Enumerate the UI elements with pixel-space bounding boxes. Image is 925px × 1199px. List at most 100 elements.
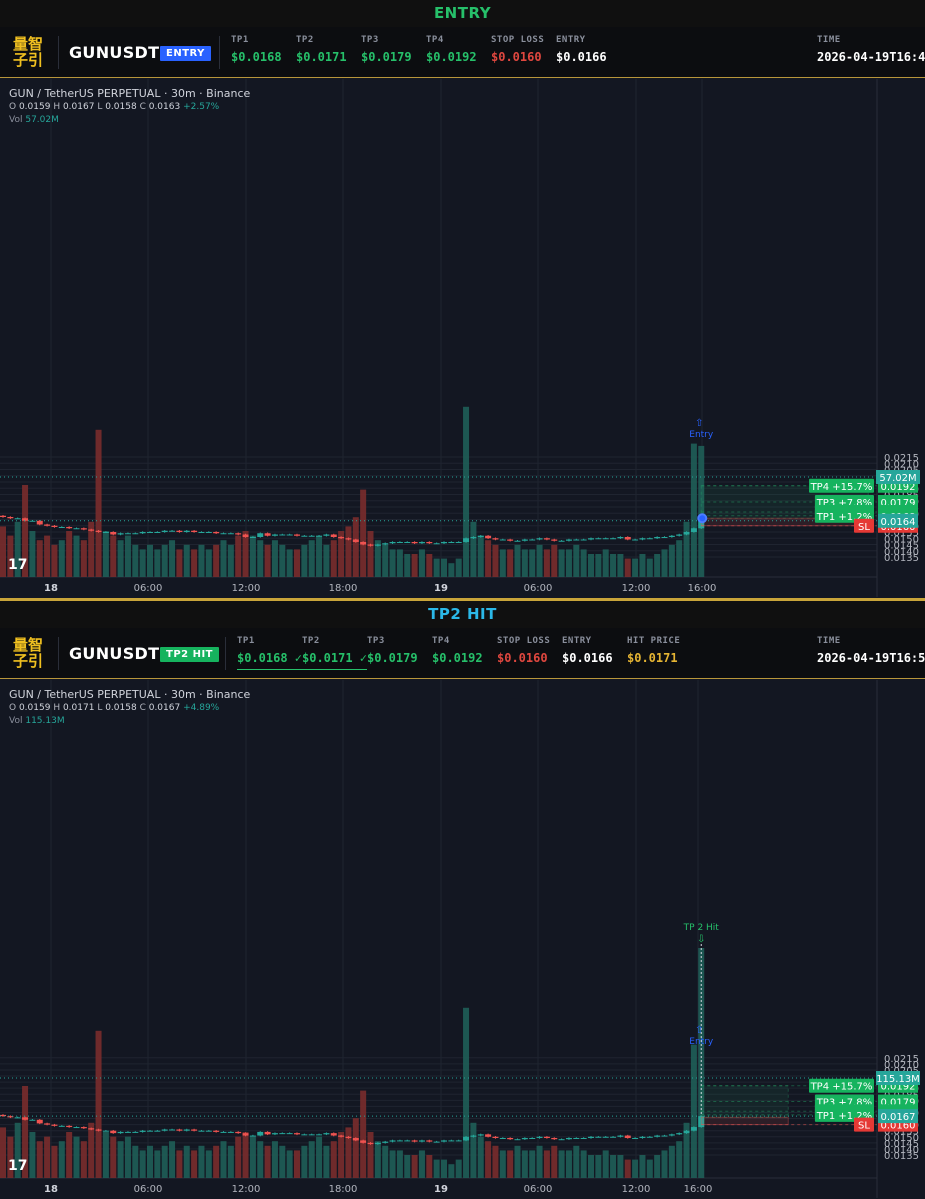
volume-bar: [330, 540, 337, 577]
candle-body: [690, 528, 697, 532]
candle-body: [610, 538, 617, 540]
candle-body: [169, 530, 176, 532]
volume-bar: [132, 544, 139, 577]
candle-body: [529, 539, 536, 541]
volume-bar: [14, 521, 21, 577]
candle-body: [661, 537, 668, 538]
volume-bar: [507, 549, 514, 577]
tradingview-logo-icon: 17: [8, 557, 27, 573]
volume-bar: [690, 443, 697, 577]
price-tick-label: 0.0150: [884, 534, 919, 545]
level-price-label: 0.0160: [881, 1121, 916, 1132]
volume-bar: [7, 1136, 14, 1178]
stat-value: 2026-04-19T16:52: [817, 651, 925, 665]
chart-canvas[interactable]: 0.01350.01400.01450.01500.01550.01600.01…: [0, 79, 925, 598]
price-chart[interactable]: GUN / TetherUS PERPETUAL · 30m · Binance…: [0, 680, 925, 1199]
candle-body: [132, 533, 139, 535]
volume-bar: [404, 1155, 411, 1178]
candle-body: [551, 1137, 558, 1140]
volume-bar: [242, 531, 249, 577]
stat-value: $0.0168 ✓: [237, 649, 303, 670]
candle-body: [448, 542, 455, 543]
volume-bar: [529, 1150, 536, 1178]
candle-body: [345, 1136, 352, 1138]
price-chart[interactable]: GUN / TetherUS PERPETUAL · 30m · Binance…: [0, 79, 925, 598]
stat-tp3: TP3 $0.0179: [361, 35, 412, 66]
candle-body: [132, 1131, 139, 1133]
volume-bar: [294, 1150, 300, 1178]
candle-body: [499, 539, 506, 541]
volume-bar: [668, 1145, 675, 1178]
candle-body: [668, 535, 675, 537]
logo-line-2: 子引: [12, 652, 43, 670]
candle-body: [88, 1128, 95, 1130]
candle-body: [249, 537, 256, 538]
volume-bar: [470, 1122, 477, 1178]
tp-hit-label: TP 2 Hit: [683, 923, 720, 933]
candle-body: [426, 1140, 433, 1142]
volume-bar: [396, 549, 403, 577]
candle-body: [147, 532, 153, 533]
candle-body: [470, 537, 477, 539]
volume-tag: [876, 1071, 920, 1085]
candle-body: [367, 1142, 374, 1145]
stat-value: $0.0171: [627, 651, 678, 665]
candle-body: [441, 1140, 447, 1142]
volume-bar: [198, 1145, 205, 1178]
volume-bar: [499, 1150, 506, 1178]
candle-body: [632, 539, 639, 541]
volume-bar: [646, 558, 653, 577]
tp2-hit-panel: TP2 HIT 量智 子引 GUNUSDT TP2 HIT TP1 $0.0168…: [0, 601, 925, 1199]
volume-bar: [73, 1136, 80, 1178]
price-tick-label: 0.0140: [884, 547, 919, 558]
stat-label: TP2: [302, 636, 320, 646]
candle-body: [683, 1130, 690, 1134]
volume-bar: [617, 554, 624, 577]
volume-bar: [595, 1155, 602, 1178]
time-tick-label: 18: [44, 583, 58, 594]
volume-bar: [271, 1141, 278, 1178]
candle-body: [7, 1116, 14, 1118]
candle-body: [161, 1129, 168, 1131]
candle-body: [242, 1133, 249, 1136]
candle-body: [198, 532, 205, 533]
candle-body: [580, 539, 587, 541]
candle-body: [205, 532, 212, 533]
stat-value: $0.0166: [556, 50, 607, 64]
volume-bar: [492, 1145, 499, 1178]
candle-body: [404, 1140, 411, 1142]
target-zone: [700, 1085, 789, 1118]
volume-bar: [154, 1150, 161, 1178]
volume-bar: [110, 1136, 117, 1178]
volume-bar: [29, 531, 36, 577]
candle-body: [573, 1137, 580, 1139]
level-tag-label: SL: [858, 522, 870, 533]
chart-canvas[interactable]: 0.01350.01400.01450.01500.01550.01600.01…: [0, 680, 925, 1199]
candle-body: [389, 542, 396, 544]
stat-entry: ENTRY $0.0166: [556, 35, 607, 66]
volume-bar: [88, 1122, 95, 1178]
volume-bar: [683, 521, 690, 577]
candle-body: [29, 1119, 36, 1121]
stat-label: TP3: [361, 35, 379, 45]
sl-tag: [854, 1117, 874, 1132]
volume-bar: [301, 1145, 308, 1178]
volume-bar: [374, 540, 381, 577]
volume-bar: [169, 540, 176, 577]
candle-body: [102, 1130, 109, 1132]
volume-bar: [411, 554, 418, 577]
volume-bar: [183, 1145, 190, 1178]
candle-body: [588, 538, 594, 540]
price-tick-label: 0.0135: [884, 1151, 919, 1162]
volume-bar: [95, 429, 102, 577]
volume-bar: [22, 1086, 29, 1178]
volume-bar: [117, 1141, 124, 1178]
candle-body: [0, 515, 6, 517]
volume-bar: [191, 549, 198, 577]
candle-body: [264, 533, 271, 536]
candle-body: [213, 1130, 220, 1132]
volume-bar: [558, 1150, 565, 1178]
volume-bar: [448, 563, 455, 577]
stat-label: HIT PRICE: [627, 636, 681, 646]
candle-body: [382, 543, 389, 545]
